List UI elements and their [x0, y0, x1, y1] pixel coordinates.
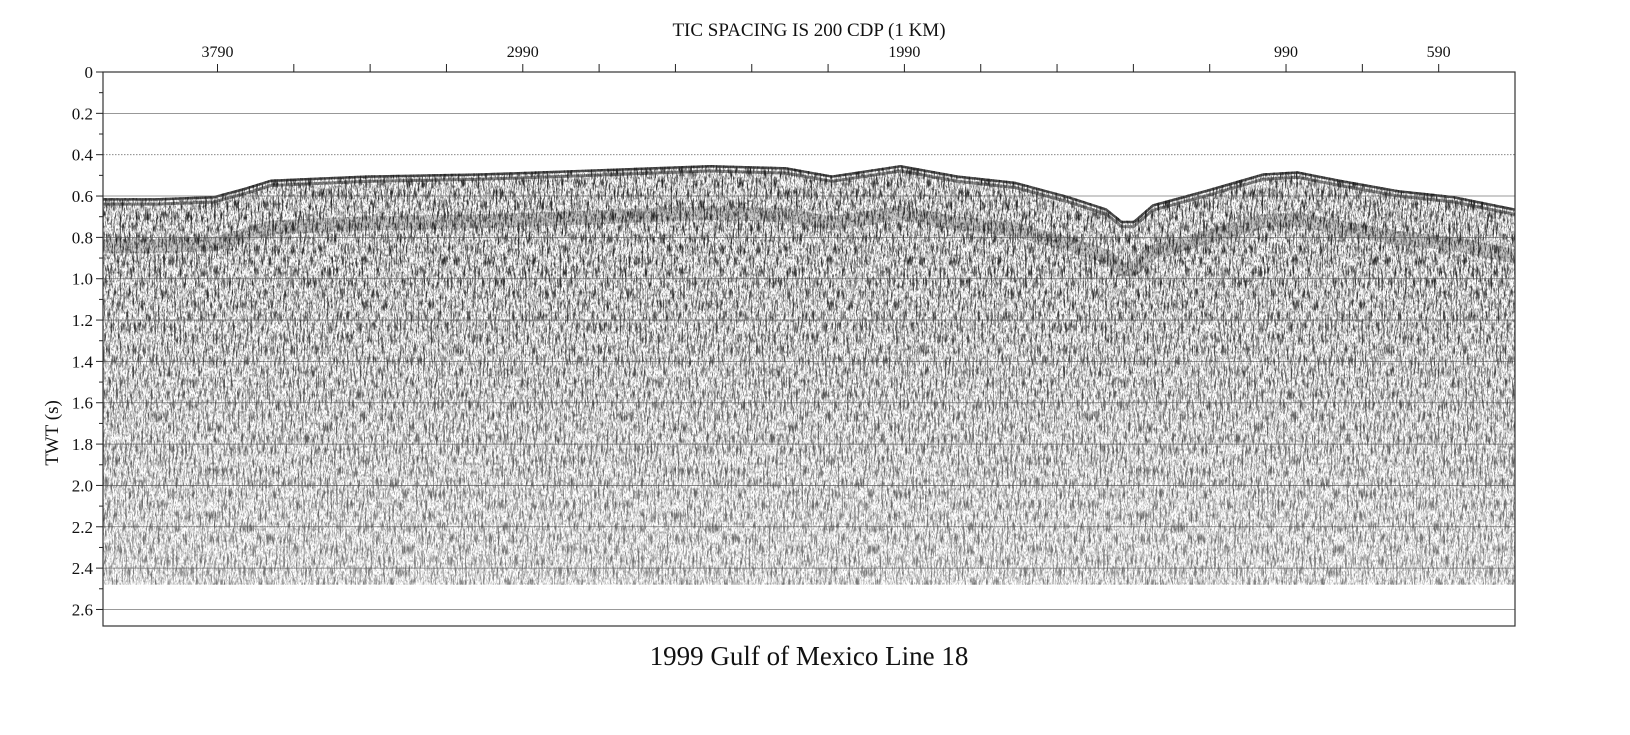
y-tick-label: 1.8 [72, 435, 93, 454]
seismic-depth-fade [103, 165, 1515, 585]
x-tick-label: 590 [1427, 44, 1451, 61]
y-tick-label: 0.4 [72, 146, 94, 165]
y-tick-label: 1.0 [72, 270, 93, 289]
y-tick-label: 1.4 [72, 352, 94, 371]
x-axis-cdp: 3790 2990 1990 990 590 [201, 44, 1451, 72]
top-axis-title: TIC SPACING IS 200 CDP (1 KM) [672, 20, 945, 41]
y-tick-label: 1.2 [72, 311, 93, 330]
x-tick-label: 2990 [507, 44, 539, 61]
y-tick-label: 0.2 [72, 104, 93, 123]
y-tick-label: 2.6 [72, 600, 93, 619]
y-tick-label: 2.0 [72, 476, 93, 495]
y-axis-label: TWT (s) [42, 400, 63, 466]
seafloor-reflector-echo [103, 169, 1515, 229]
y-tick-label: 1.6 [72, 394, 93, 413]
x-tick-label: 990 [1274, 44, 1298, 61]
y-tick-label: 0.6 [72, 187, 93, 206]
strong-reflector-band [103, 205, 1515, 276]
seismic-data-region [103, 165, 1515, 585]
plot-frame [102, 71, 1516, 627]
y-tick-label: 2.4 [72, 559, 94, 578]
y-tick-label: 2.2 [72, 518, 93, 537]
y-tick-label: 0 [85, 63, 94, 82]
x-tick-label: 1990 [888, 44, 920, 61]
y-tick-label: 0.8 [72, 228, 93, 247]
figure-caption: 1999 Gulf of Mexico Line 18 [650, 641, 969, 671]
twt-grid-lines [103, 112, 1515, 610]
y-axis: 0 0.2 0.4 0.6 0.8 1.0 1.2 1.4 1.6 1.8 2.0 2.2 2.4 2.6 [72, 63, 103, 619]
x-tick-label: 3790 [201, 44, 233, 61]
